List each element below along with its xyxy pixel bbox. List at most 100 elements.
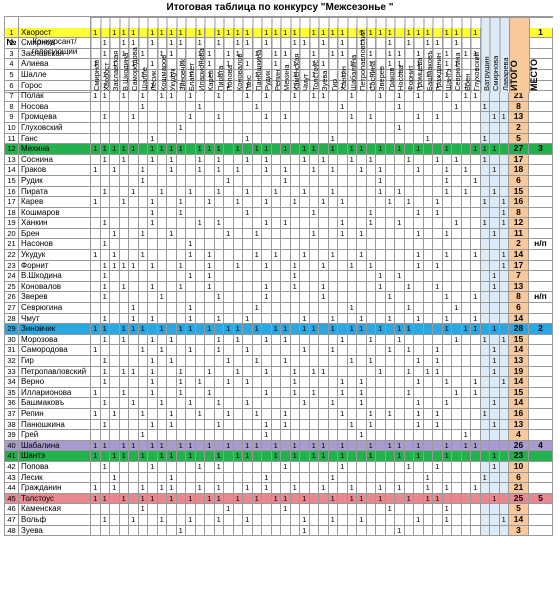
vote-cell	[366, 472, 376, 484]
vote-cell	[281, 345, 291, 356]
vote-cell	[110, 38, 120, 49]
vote-cell	[414, 461, 424, 473]
vote-cell	[471, 239, 481, 251]
vote-cell	[91, 260, 101, 272]
vote-cell: 1	[243, 186, 253, 198]
vote-cell	[404, 69, 414, 81]
vote-cell	[214, 80, 224, 92]
vote-cell: 1	[490, 144, 500, 155]
vote-cell: 1	[385, 504, 395, 515]
vote-cell	[186, 483, 196, 494]
vote-cell	[328, 207, 338, 219]
vote-cell: 1	[319, 451, 329, 462]
vote-cell	[404, 260, 414, 272]
vote-cell	[385, 472, 395, 484]
vote-cell: 1	[328, 144, 338, 155]
vote-cell	[414, 504, 424, 515]
vote-cell	[319, 514, 329, 526]
vote-cell: 1	[262, 387, 272, 399]
vote-cell	[423, 197, 433, 208]
vote-cell	[252, 207, 262, 219]
vote-cell	[252, 292, 262, 304]
vote-cell: 1	[186, 69, 196, 81]
vote-cell	[442, 366, 452, 378]
vote-cell: 1	[281, 334, 291, 346]
vote-cell: 1	[404, 345, 414, 356]
vote-cell: 1	[414, 356, 424, 367]
vote-cell: 1	[214, 38, 224, 49]
vote-cell	[100, 197, 110, 208]
vote-cell	[205, 514, 215, 526]
vote-cell	[442, 239, 452, 251]
vote-cell	[205, 419, 215, 431]
vote-cell: 1	[129, 112, 139, 123]
vote-cell	[319, 207, 329, 219]
vote-cell	[319, 69, 329, 81]
vote-cell: 1	[328, 472, 338, 484]
vote-cell: 1	[319, 59, 329, 70]
vote-cell	[138, 186, 148, 198]
contestant-name: Самородова	[19, 345, 91, 356]
vote-cell: 1	[157, 398, 167, 409]
vote-cell: 1	[414, 250, 424, 261]
vote-cell: 1	[300, 250, 310, 261]
place-cell	[529, 387, 553, 399]
vote-cell	[195, 281, 205, 293]
vote-cell	[300, 472, 310, 484]
vote-cell: 1	[366, 112, 376, 123]
vote-cell: 1	[91, 27, 101, 39]
row-number: 48	[5, 525, 19, 537]
vote-cell	[110, 48, 120, 60]
vote-cell	[186, 377, 196, 388]
vote-cell	[300, 133, 310, 145]
vote-cell	[91, 430, 101, 441]
vote-cell	[328, 525, 338, 537]
vote-cell	[338, 493, 348, 505]
total-cell: 26	[509, 440, 529, 452]
vote-cell	[442, 101, 452, 113]
voter-header: Хворост	[100, 17, 110, 93]
vote-cell	[319, 398, 329, 409]
vote-cell: 1	[110, 27, 120, 39]
vote-cell	[433, 483, 443, 494]
vote-cell	[376, 461, 386, 473]
vote-cell: 1	[347, 154, 357, 166]
vote-cell: 1	[442, 398, 452, 409]
vote-cell: 1	[129, 144, 139, 155]
vote-cell: 1	[357, 514, 367, 526]
vote-cell: 1	[252, 493, 262, 505]
vote-cell	[290, 48, 300, 60]
vote-cell	[376, 440, 386, 452]
vote-cell: 1	[243, 377, 253, 388]
vote-cell	[328, 260, 338, 272]
total-cell: 11	[509, 228, 529, 240]
vote-cell	[157, 419, 167, 431]
vote-cell	[195, 366, 205, 378]
total-cell: 14	[509, 250, 529, 261]
vote-cell	[319, 356, 329, 367]
voter-header: Каменская	[290, 17, 300, 93]
vote-cell: 1	[262, 38, 272, 49]
vote-cell	[366, 239, 376, 251]
vote-cell	[243, 48, 253, 60]
vote-cell: 1	[442, 292, 452, 304]
vote-cell	[233, 461, 243, 473]
vote-cell	[404, 59, 414, 70]
vote-cell: 1	[167, 165, 177, 176]
vote-cell	[499, 91, 509, 102]
vote-cell	[452, 398, 462, 409]
vote-cell	[271, 69, 281, 81]
vote-cell	[347, 228, 357, 240]
vote-cell	[243, 419, 253, 431]
vote-cell: 1	[119, 27, 129, 39]
vote-cell	[262, 345, 272, 356]
voter-header: Иларионова	[195, 17, 205, 93]
vote-cell: 1	[471, 324, 481, 335]
vote-cell	[176, 292, 186, 304]
vote-cell	[423, 377, 433, 388]
vote-cell	[423, 356, 433, 367]
vote-cell	[290, 303, 300, 314]
vote-cell	[300, 91, 310, 102]
vote-cell	[110, 366, 120, 378]
vote-cell	[395, 430, 405, 441]
